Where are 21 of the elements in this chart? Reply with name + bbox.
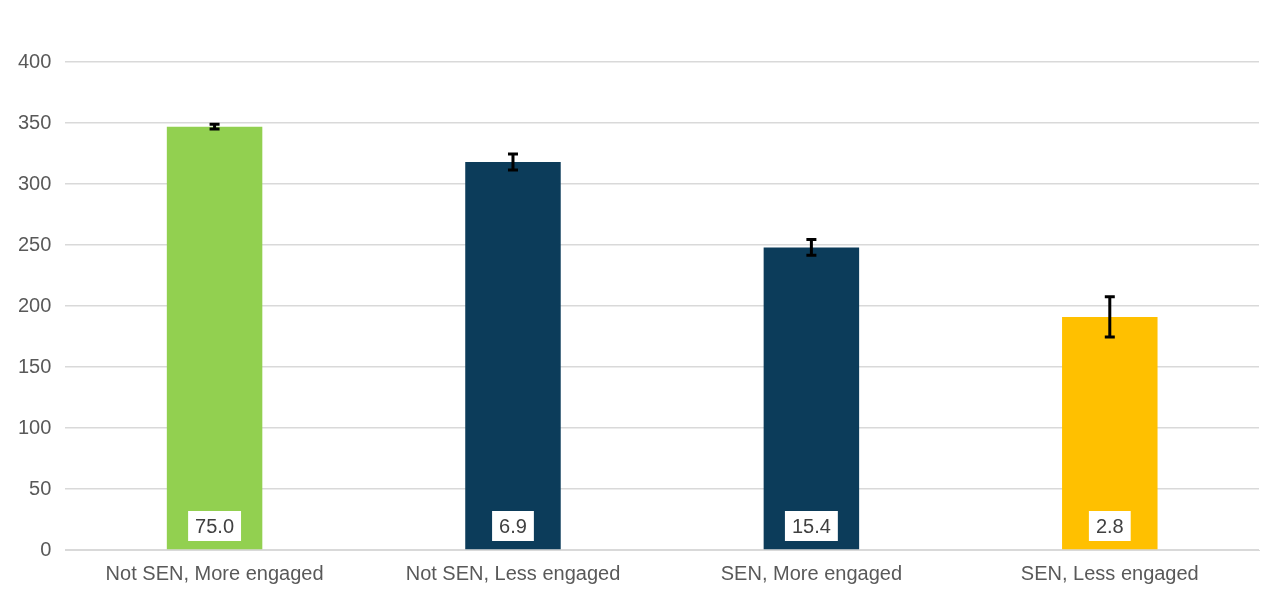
y-tick-label: 0	[40, 537, 52, 560]
x-tick-label: Not SEN, More engaged	[105, 561, 324, 584]
y-tick-label: 300	[17, 171, 52, 194]
y-tick-label: 100	[17, 415, 52, 438]
bar	[763, 247, 860, 550]
y-tick-label: 50	[29, 476, 52, 499]
x-tick-label: Not SEN, Less engaged	[405, 561, 621, 584]
annotation: 6.9	[499, 514, 527, 537]
bar	[465, 162, 561, 550]
annotation: 75.0	[195, 514, 235, 537]
y-tick-label: 400	[17, 49, 52, 72]
bar	[166, 126, 263, 550]
annotation: 15.4	[791, 514, 831, 537]
annotation: 2.8	[1095, 514, 1124, 537]
x-tick-label: SEN, More engaged	[720, 561, 903, 584]
y-tick-label: 200	[17, 293, 52, 316]
y-tick-label: 150	[17, 354, 52, 377]
y-tick-label: 350	[17, 110, 52, 133]
x-tick-label: SEN, Less engaged	[1020, 561, 1199, 584]
y-tick-label: 250	[17, 232, 52, 255]
bar	[1062, 316, 1158, 550]
